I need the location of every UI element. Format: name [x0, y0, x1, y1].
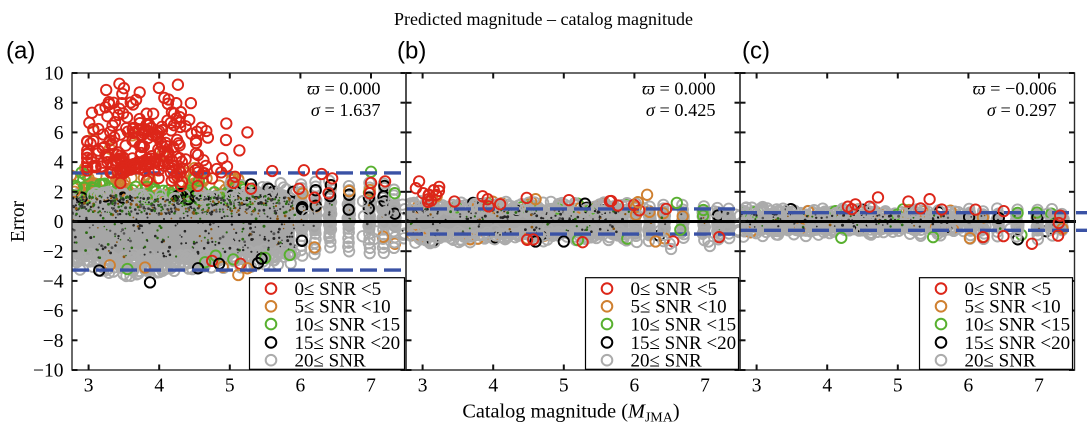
svg-text:2: 2 [54, 182, 64, 203]
svg-text:σ = 0.425: σ = 0.425 [646, 100, 716, 120]
svg-text:5≤ SNR <10: 5≤ SNR <10 [631, 297, 727, 318]
svg-text:−8: −8 [43, 331, 64, 352]
svg-text:5: 5 [559, 376, 569, 397]
svg-text:6: 6 [296, 376, 306, 397]
svg-text:−4: −4 [43, 272, 64, 293]
svg-text:0: 0 [54, 212, 64, 233]
svg-text:4: 4 [488, 376, 498, 397]
svg-text:3: 3 [752, 376, 762, 397]
svg-text:0≤ SNR <5: 0≤ SNR <5 [631, 279, 718, 300]
svg-text:−6: −6 [43, 301, 64, 322]
svg-text:3: 3 [418, 376, 428, 397]
svg-text:ϖ = −0.006: ϖ = −0.006 [973, 79, 1057, 99]
svg-text:(b): (b) [397, 38, 426, 65]
svg-text:Predicted magnitude – catalog: Predicted magnitude – catalog magnitude [394, 9, 693, 29]
svg-text:8: 8 [54, 93, 64, 114]
svg-text:7: 7 [366, 376, 376, 397]
svg-text:15≤ SNR <20: 15≤ SNR <20 [631, 333, 737, 354]
svg-text:6: 6 [630, 376, 640, 397]
svg-text:(c): (c) [742, 38, 770, 65]
svg-text:6: 6 [54, 123, 64, 144]
svg-text:5: 5 [225, 376, 235, 397]
svg-text:0≤ SNR <5: 0≤ SNR <5 [295, 279, 382, 300]
svg-text:10≤ SNR <15: 10≤ SNR <15 [965, 315, 1071, 336]
svg-text:5: 5 [893, 376, 903, 397]
svg-text:20≤ SNR: 20≤ SNR [965, 351, 1036, 372]
svg-text:(a): (a) [6, 38, 35, 65]
svg-text:Catalog magnitude (MJMA): Catalog magnitude (MJMA) [462, 401, 679, 426]
svg-text:20≤ SNR: 20≤ SNR [295, 351, 366, 372]
svg-text:σ = 1.637: σ = 1.637 [311, 100, 381, 120]
svg-text:7: 7 [1034, 376, 1044, 397]
svg-text:0≤ SNR <5: 0≤ SNR <5 [965, 279, 1052, 300]
svg-text:−10: −10 [33, 361, 64, 382]
svg-text:5≤ SNR <10: 5≤ SNR <10 [965, 297, 1061, 318]
svg-text:ϖ = 0.000: ϖ = 0.000 [642, 79, 716, 99]
svg-text:3: 3 [84, 376, 94, 397]
svg-text:7: 7 [700, 376, 710, 397]
svg-text:Error: Error [8, 200, 29, 242]
svg-text:10≤ SNR <15: 10≤ SNR <15 [631, 315, 737, 336]
svg-text:σ = 0.297: σ = 0.297 [987, 100, 1057, 120]
svg-text:ϖ = 0.000: ϖ = 0.000 [307, 79, 381, 99]
svg-text:6: 6 [964, 376, 974, 397]
svg-text:10≤ SNR <15: 10≤ SNR <15 [295, 315, 401, 336]
svg-text:4: 4 [54, 153, 64, 174]
svg-text:4: 4 [154, 376, 164, 397]
svg-text:−2: −2 [43, 242, 64, 263]
svg-text:20≤ SNR: 20≤ SNR [631, 351, 702, 372]
svg-text:15≤ SNR <20: 15≤ SNR <20 [295, 333, 401, 354]
svg-text:5≤ SNR <10: 5≤ SNR <10 [295, 297, 391, 318]
svg-text:10: 10 [44, 64, 64, 85]
svg-text:4: 4 [822, 376, 832, 397]
svg-text:15≤ SNR <20: 15≤ SNR <20 [965, 333, 1071, 354]
